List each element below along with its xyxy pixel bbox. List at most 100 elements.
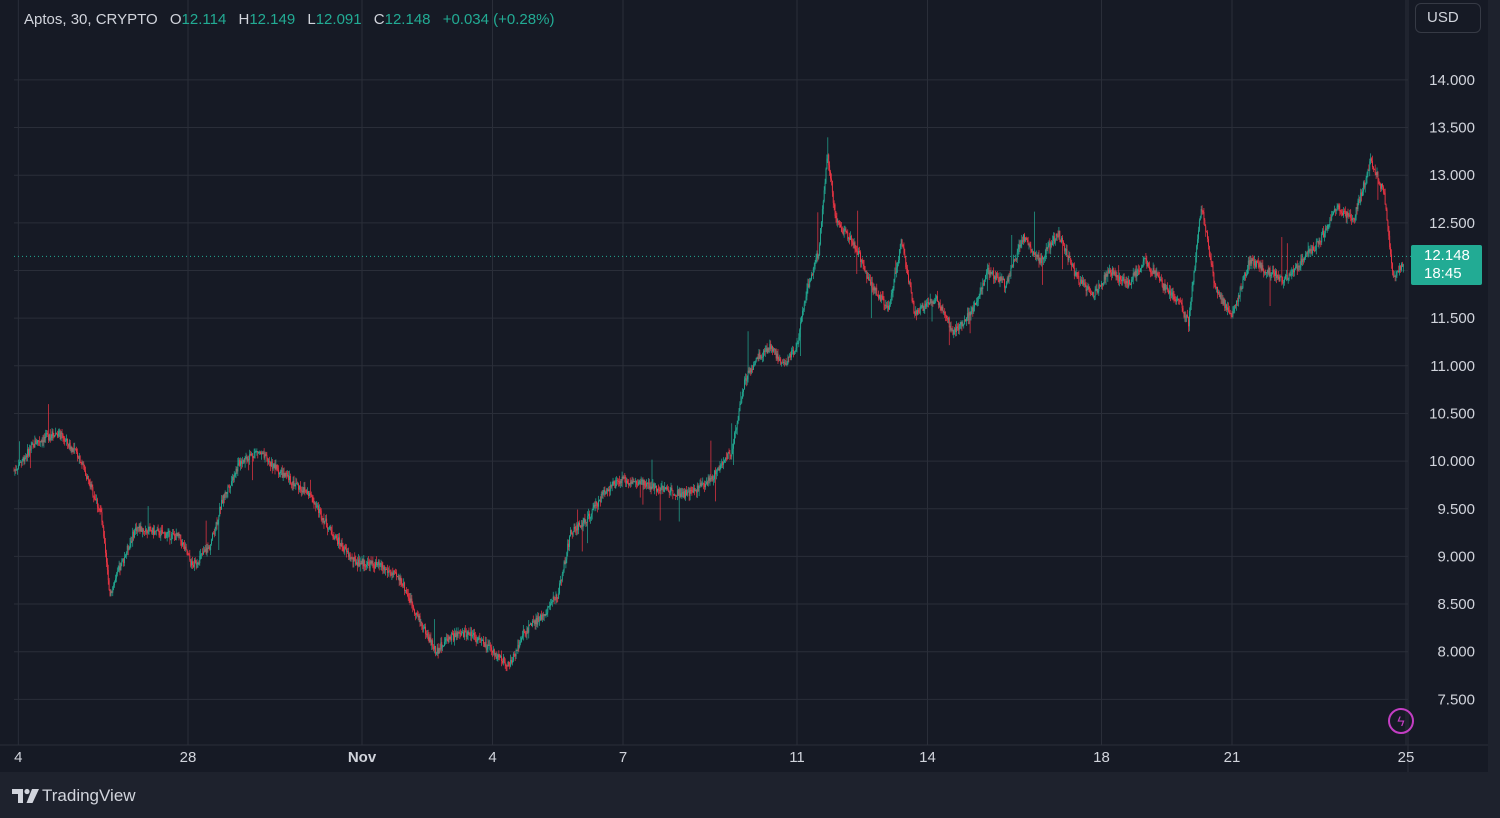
candle-body [907,268,909,275]
currency-button[interactable]: USD [1415,3,1481,33]
candle-body [979,291,981,297]
candle-body [833,202,835,205]
candle-body [145,529,147,532]
candle-body [72,448,74,452]
candle-body [1229,313,1231,314]
candle-body [1336,206,1338,210]
candle-body [1106,273,1108,277]
candle-body [937,301,939,306]
candle-body [1298,266,1300,268]
candle-body [631,481,633,484]
candle-body [106,562,108,570]
time-axis[interactable]: 4 28 Nov 4 7 11 14 18 21 25 [14,749,1414,766]
candle-body [1120,276,1121,280]
candle-body [1054,239,1056,243]
candle-body [1207,231,1208,239]
candle-body [169,530,171,540]
tradingview-logo-icon[interactable] [12,787,40,805]
candle-body [1109,270,1111,274]
candle-body [1155,270,1157,276]
candle-body [353,557,355,562]
candle-body [375,561,377,569]
candle-body [276,464,278,469]
candle-body [566,552,568,560]
candle-body [1401,263,1402,271]
candle-body [176,533,178,537]
candle-body [345,546,347,549]
candle-body [1041,256,1043,263]
candle-body [306,491,308,494]
candle-body [856,250,858,253]
candle-body [791,350,793,358]
candle-body [473,633,475,637]
high-label: H [238,11,250,28]
candle-body [893,279,895,289]
candle-body [782,361,784,364]
candle-body [715,471,717,475]
candle-body [1248,260,1250,266]
candle-body [1299,266,1301,268]
candle-body [1141,266,1143,268]
candle-body [809,280,811,288]
candle-body [721,461,723,466]
candle-body [660,487,662,492]
candle-body [949,325,951,328]
candle-body [1082,280,1083,284]
candle-body [728,452,730,454]
candle-body [677,490,679,496]
candle-body [529,624,531,626]
candle-body [1104,275,1106,280]
candle-body [185,546,187,550]
candle-body [194,559,196,561]
candle-body [236,468,238,472]
candle-body [1026,238,1028,241]
candle-body [162,530,164,534]
candle-body [88,479,90,481]
candle-body [264,454,266,458]
candle-body [931,301,933,303]
candle-body [86,475,88,480]
candle-body [354,557,356,559]
candle-body [878,295,880,299]
candle-body [942,306,944,313]
candle-body [505,664,507,666]
candle-body [1058,230,1060,237]
candle-body [58,430,60,432]
lightning-icon[interactable]: ϟ [1388,708,1414,734]
candle-body [157,529,159,531]
candle-body [643,480,645,486]
candle-body [832,192,834,203]
candle-body [904,253,906,258]
candle-body [415,613,416,615]
candle-body [930,298,932,303]
candle-body [952,329,954,335]
candle-body [323,518,325,524]
candle-body [1323,233,1325,238]
price-axis[interactable]: 7.5008.0008.5009.0009.50010.00010.50011.… [1429,72,1475,708]
candle-body [569,530,571,537]
candle-body [468,632,470,634]
candle-body [1040,258,1042,263]
candle-body [1238,295,1240,297]
candlestick-chart[interactable]: 7.5008.0008.5009.0009.50010.00010.50011.… [0,0,1500,772]
candle-body [647,483,648,484]
candle-body [789,354,791,358]
candle-body [346,548,348,552]
candle-body [192,564,194,567]
tradingview-brand[interactable]: TradingView [42,786,136,805]
candle-body [33,443,35,448]
candle-body [1117,275,1119,281]
candle-body [1368,170,1370,171]
candle-body [208,546,210,549]
candle-body [188,554,190,556]
candle-body [146,531,148,533]
candle-body [288,475,290,481]
candle-body [947,318,949,320]
candle-body [985,272,987,276]
candle-body [1362,182,1364,192]
candle-body [466,634,468,637]
candle-body [1107,269,1109,277]
candle-body [870,281,872,285]
candle-body [75,448,77,450]
candle-body [1378,179,1380,184]
